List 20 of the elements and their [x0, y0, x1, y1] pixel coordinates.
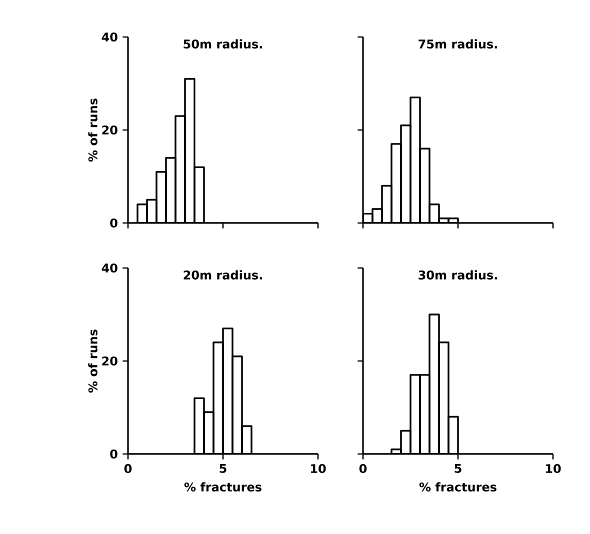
- chart-title: 75m radius.: [418, 39, 497, 49]
- y-tick-label: 0: [110, 218, 118, 228]
- x-tick-label: 0: [359, 464, 367, 474]
- y-tick-label: 20: [102, 125, 118, 135]
- y-tick-label: 20: [102, 356, 118, 366]
- chart-title: 30m radius.: [418, 270, 497, 280]
- y-tick-label: 40: [102, 32, 118, 42]
- y-axis-title: % of runs: [88, 330, 98, 393]
- x-axis-title: % fractures: [419, 482, 496, 492]
- y-tick-label: 0: [110, 449, 118, 459]
- x-axis-title: % fractures: [184, 482, 262, 492]
- x-tick-label: 10: [546, 464, 561, 474]
- x-tick-label: 0: [124, 464, 132, 474]
- x-tick-label: 5: [454, 464, 462, 473]
- y-axis-title: % of runs: [88, 98, 98, 162]
- x-tick-label: 10: [311, 464, 326, 474]
- y-tick-label: 40: [102, 263, 118, 273]
- x-tick-label: 5: [220, 464, 226, 473]
- chart-title: 20m radius.: [184, 270, 262, 280]
- chart-title: 50m radius.: [184, 39, 262, 49]
